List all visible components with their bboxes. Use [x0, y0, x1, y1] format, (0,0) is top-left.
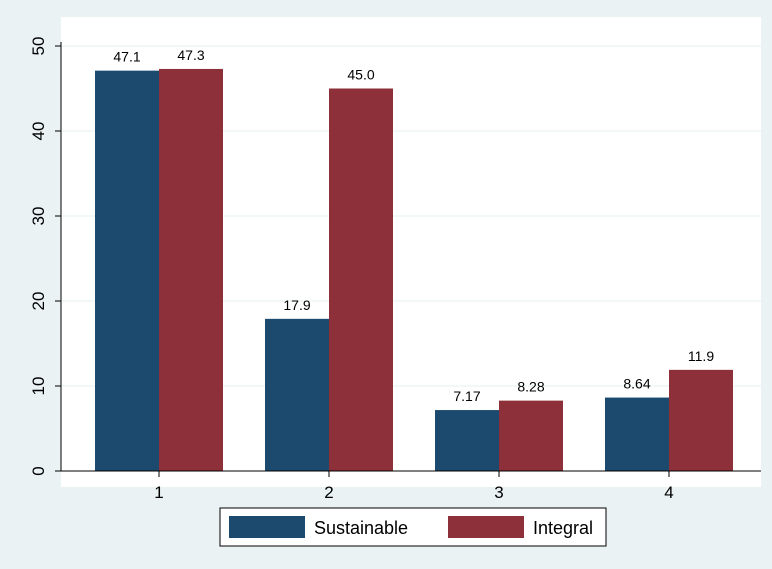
- axes: 0 10 20 30 40 50 1 2 3 4: [29, 37, 761, 502]
- bar-integral-3: [499, 400, 563, 471]
- x-tick-label: 2: [324, 483, 333, 502]
- x-tick-label: 1: [154, 483, 163, 502]
- bar-integral-1: [159, 68, 223, 471]
- data-labels: 47.1 47.3 17.9 45.0 7.17 8.28 8.64 11.9: [113, 47, 714, 404]
- x-tick-label: 4: [664, 483, 673, 502]
- bar-integral-4: [669, 369, 733, 471]
- bar-sustainable-4: [605, 397, 669, 471]
- legend: Sustainable Integral: [219, 507, 607, 547]
- data-label: 8.28: [517, 379, 544, 395]
- legend-swatch-integral: [448, 516, 524, 538]
- y-tick-label: 0: [29, 466, 48, 475]
- data-label: 47.1: [113, 49, 140, 65]
- y-tick-label: 20: [29, 292, 48, 311]
- data-label: 11.9: [688, 348, 714, 364]
- y-tick-label: 50: [29, 37, 48, 56]
- y-tick-label: 10: [29, 377, 48, 396]
- x-tick-label: 3: [494, 483, 503, 502]
- data-label: 45.0: [347, 67, 374, 83]
- legend-label-integral: Integral: [533, 518, 593, 538]
- bar-sustainable-1: [95, 70, 159, 472]
- bar-sustainable-3: [435, 410, 499, 471]
- bar-sustainable-2: [265, 318, 329, 471]
- bar-integral-2: [329, 88, 393, 471]
- y-tick-label: 40: [29, 122, 48, 141]
- y-tick-label: 30: [29, 207, 48, 226]
- data-label: 8.64: [623, 376, 650, 392]
- legend-swatch-sustainable: [229, 516, 305, 538]
- data-label: 17.9: [283, 297, 310, 313]
- data-label: 7.17: [453, 388, 480, 404]
- legend-label-sustainable: Sustainable: [314, 518, 408, 538]
- data-label: 47.3: [177, 47, 204, 63]
- bars: [95, 68, 733, 472]
